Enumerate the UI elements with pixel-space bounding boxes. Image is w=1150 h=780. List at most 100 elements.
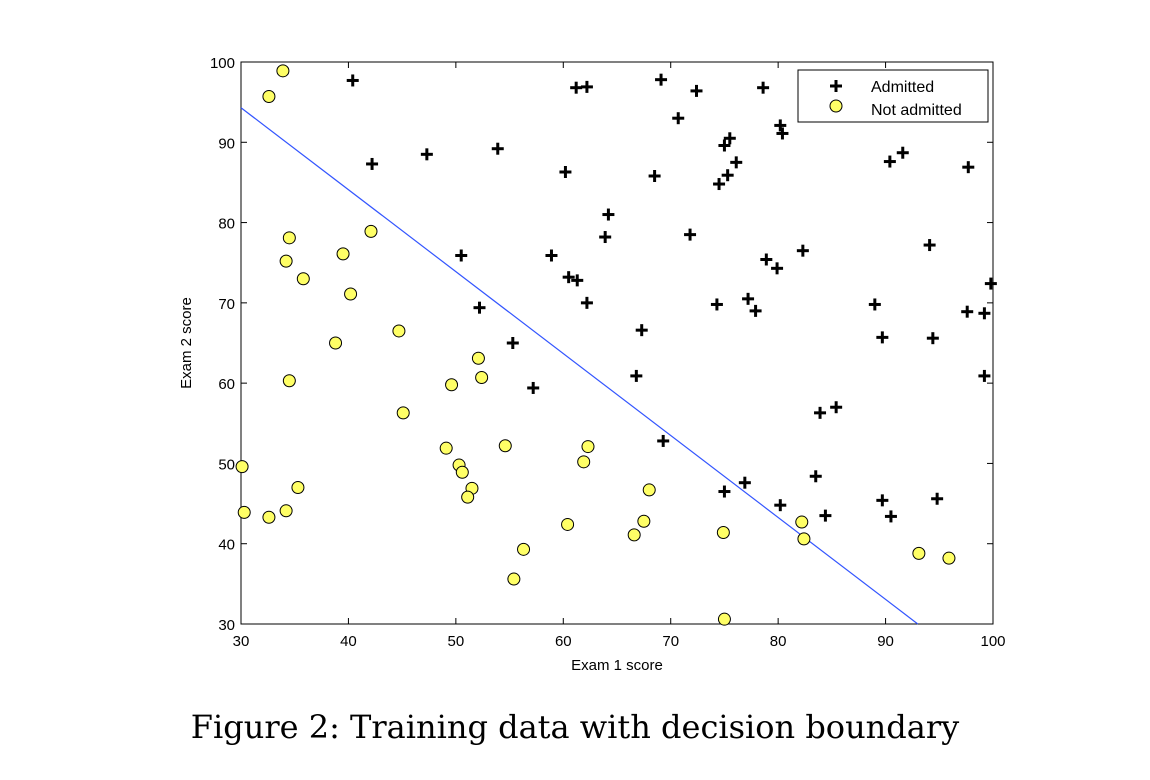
admitted-point (749, 304, 762, 317)
admitted-point (809, 470, 822, 483)
not-admitted-point (279, 504, 293, 518)
admitted-point (718, 485, 731, 498)
admitted-point (876, 494, 889, 507)
admitted-point (491, 142, 504, 155)
admitted-point (599, 231, 612, 244)
admitted-point (346, 74, 359, 87)
admitted-point (571, 274, 584, 287)
x-axis: 30 40 50 60 70 80 90 100 (233, 62, 1006, 650)
not-admitted-point (581, 440, 595, 454)
admitted-point (723, 132, 736, 145)
admitted-point (884, 510, 897, 523)
x-tick-label: 70 (662, 633, 679, 650)
not-admitted-point (795, 515, 809, 529)
x-tick-label: 40 (340, 633, 357, 650)
not-admitted-point (942, 551, 956, 565)
admitted-point (562, 271, 575, 284)
not-admitted-point (276, 64, 290, 78)
admitted-point (655, 73, 668, 86)
x-tick-label: 100 (980, 633, 1005, 650)
admitted-point (984, 277, 997, 290)
admitted-point (923, 239, 936, 252)
admitted-point (771, 262, 784, 275)
admitted-point (896, 146, 909, 159)
not-admitted-point (716, 525, 730, 539)
not-admitted-point (296, 272, 310, 286)
admitted-point (774, 499, 787, 512)
not-admitted-point (262, 510, 276, 524)
legend-not-admitted-marker-icon (829, 99, 843, 113)
y-tick-label: 60 (218, 376, 235, 393)
not-admitted-point (797, 532, 811, 546)
admitted-point (961, 305, 974, 318)
admitted-point (774, 119, 787, 132)
y-axis: 30 40 50 60 70 80 90 100 (210, 55, 993, 634)
y-tick-label: 40 (218, 537, 235, 554)
admitted-point (527, 381, 540, 394)
not-admitted-point (561, 517, 575, 531)
not-admitted-point (445, 378, 459, 392)
not-admitted-point (282, 374, 296, 388)
legend: Admitted Not admitted (797, 69, 989, 123)
not-admitted-point (475, 371, 489, 385)
y-tick-label: 100 (210, 55, 235, 72)
not-admitted-point (471, 351, 485, 365)
admitted-point (776, 127, 789, 140)
not-admitted-point (439, 441, 453, 455)
admitted-point (760, 253, 773, 266)
not-admitted-point (577, 455, 591, 469)
admitted-point (506, 337, 519, 349)
legend-admitted-marker-icon (830, 80, 842, 92)
scatter-plot: 30 40 50 60 70 80 90 100 30 40 50 60 70 80 90 100 Exam… (178, 55, 1006, 674)
admitted-point (883, 155, 896, 168)
admitted-point (721, 169, 734, 182)
not-admitted-point (642, 483, 656, 497)
not-admitted-point (396, 406, 410, 420)
admitted-point (672, 112, 685, 125)
x-axis-label: Exam 1 score (571, 657, 663, 674)
not-admitted-point (364, 224, 378, 238)
admitted-point (366, 157, 379, 170)
admitted-point (657, 434, 670, 447)
admitted-point (876, 331, 889, 344)
admitted-point (796, 244, 809, 257)
admitted-point (730, 156, 743, 169)
admitted-point (814, 406, 827, 419)
not-admitted-point (279, 254, 293, 268)
not-admitted-point (282, 231, 296, 245)
admitted-point (580, 296, 593, 309)
y-tick-label: 90 (218, 135, 235, 152)
not-admitted-point (455, 465, 469, 479)
x-tick-label: 50 (448, 633, 465, 650)
plot-area (240, 61, 994, 625)
admitted-series (346, 73, 997, 523)
admitted-point (710, 298, 723, 311)
x-tick-label: 30 (233, 633, 250, 650)
legend-box (797, 69, 989, 123)
not-admitted-point (912, 546, 926, 560)
admitted-point (926, 332, 939, 345)
not-admitted-point (392, 324, 406, 338)
legend-not-admitted-label: Not admitted (871, 102, 962, 119)
admitted-point (570, 81, 583, 94)
legend-admitted-label: Admitted (871, 79, 934, 96)
admitted-point (830, 401, 843, 414)
admitted-point (978, 307, 991, 320)
admitted-point (602, 208, 615, 221)
admitted-point (690, 84, 703, 97)
not-admitted-point (461, 490, 475, 504)
admitted-point (684, 228, 697, 241)
admitted-point (931, 492, 944, 505)
admitted-point (580, 80, 593, 93)
y-tick-label: 30 (218, 617, 235, 634)
not-admitted-point (498, 439, 512, 453)
y-tick-label: 80 (218, 216, 235, 233)
admitted-point (630, 369, 643, 382)
y-tick-label: 50 (218, 456, 235, 473)
admitted-point (648, 170, 661, 183)
x-tick-label: 60 (555, 633, 572, 650)
admitted-point (757, 81, 770, 94)
y-tick-label: 70 (218, 296, 235, 313)
not-admitted-point (627, 528, 641, 542)
admitted-point (473, 301, 486, 314)
